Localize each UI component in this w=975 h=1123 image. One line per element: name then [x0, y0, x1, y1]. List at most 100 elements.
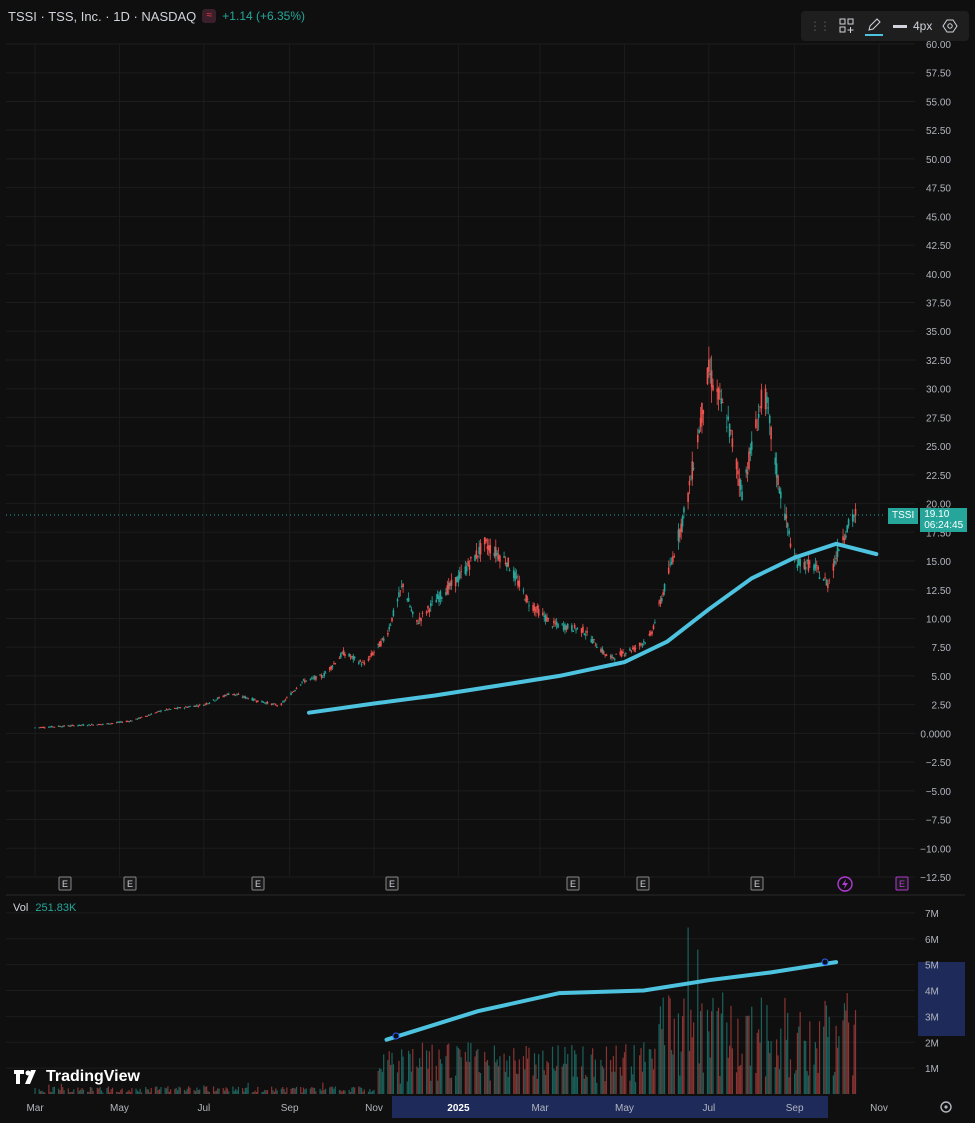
candle-body: [410, 609, 413, 612]
tradingview-logo[interactable]: TradingView: [14, 1068, 140, 1086]
candle-body: [382, 638, 385, 641]
candle-body: [294, 690, 296, 692]
settings-icon[interactable]: [942, 18, 958, 34]
volume-bar: [88, 1091, 90, 1094]
candle-body: [779, 491, 782, 499]
symbol-line[interactable]: TSSI · TSS, Inc. · 1D · NASDAQ: [8, 8, 197, 24]
volume-bar: [479, 1072, 482, 1094]
volume-bar: [658, 1024, 660, 1094]
price-tick-label: 20.00: [926, 500, 951, 511]
candle-body: [488, 545, 490, 551]
volume-bar: [194, 1091, 197, 1094]
volume-bar: [325, 1088, 327, 1094]
market-status-icon[interactable]: ≈: [202, 9, 217, 23]
line-width-icon[interactable]: 4px: [893, 19, 932, 33]
candle-body: [100, 724, 103, 726]
volume-bar: [590, 1054, 592, 1094]
candle-body: [179, 707, 182, 709]
volume-bar: [485, 1061, 487, 1094]
grip-icon[interactable]: ⋮⋮: [809, 19, 831, 33]
volume-bar: [478, 1072, 480, 1094]
volume-bar: [720, 1013, 722, 1094]
volume-bar: [176, 1090, 179, 1094]
volume-bar: [758, 1029, 760, 1094]
volume-bar: [110, 1089, 112, 1094]
candle-body: [813, 564, 815, 571]
candle-body: [226, 693, 229, 695]
candle-body: [575, 629, 577, 631]
layout-icon[interactable]: [839, 18, 855, 34]
candle-body: [88, 724, 90, 726]
volume-bar: [309, 1088, 311, 1094]
volume-bar: [241, 1088, 244, 1094]
candle-body: [330, 665, 332, 670]
volume-bar: [774, 1067, 776, 1094]
volume-bar: [246, 1087, 248, 1094]
candle-body: [305, 680, 308, 682]
volume-bar: [150, 1087, 152, 1094]
candle-body: [218, 697, 220, 698]
candle-body: [701, 402, 703, 423]
volume-bar: [128, 1090, 130, 1094]
candle-body: [456, 576, 458, 583]
volume-bar: [282, 1087, 284, 1094]
candle-body: [843, 538, 846, 540]
candle-body: [371, 652, 374, 656]
candle-body: [286, 697, 288, 699]
symbol-header[interactable]: TSSI · TSS, Inc. · 1D · NASDAQ ≈ +1.14 (…: [8, 6, 305, 26]
volume-bar: [575, 1054, 577, 1094]
volume-bar: [401, 1049, 403, 1094]
candle-body: [600, 649, 602, 652]
volume-bar: [751, 1006, 753, 1094]
candle-body: [111, 723, 114, 724]
candle-body: [543, 615, 546, 617]
candle-body: [804, 566, 807, 570]
earnings-marker-icon: [123, 876, 137, 891]
candle-body: [57, 725, 60, 727]
volume-bar: [271, 1086, 273, 1094]
candle-body: [53, 726, 56, 728]
candle-body: [290, 692, 292, 696]
candle-body: [721, 402, 724, 404]
volume-bar: [294, 1088, 296, 1094]
candle-body: [670, 561, 673, 564]
candle-body: [583, 633, 586, 635]
candle-body: [438, 596, 440, 603]
candle-body: [690, 479, 692, 481]
volume-bar: [233, 1090, 235, 1094]
volume-bar: [787, 1013, 789, 1094]
pencil-icon[interactable]: [865, 17, 883, 36]
candle-body: [284, 699, 287, 701]
candle-body: [70, 725, 72, 727]
candle-body: [261, 700, 263, 703]
candle-body: [420, 618, 422, 622]
candle-body: [450, 579, 453, 586]
volume-bar: [504, 1071, 507, 1094]
volume-bar: [116, 1091, 118, 1094]
volume-bar: [121, 1088, 123, 1094]
candle-body: [683, 507, 685, 513]
candle-body: [328, 667, 331, 670]
candle-body: [580, 628, 583, 633]
candle-body: [266, 702, 269, 704]
candle-body: [662, 592, 664, 595]
candle-body: [427, 606, 429, 609]
candle-body: [48, 726, 50, 728]
volume-bar: [592, 1048, 594, 1094]
volume-bar: [527, 1058, 529, 1094]
candle-body: [573, 624, 576, 629]
price-axis: 60.00 57.50 55.00 52.50 50.00 47.50 45.00 42.50…: [920, 40, 951, 884]
candle-body: [417, 622, 420, 624]
volume-bar: [449, 1077, 451, 1094]
candle-body: [257, 700, 259, 702]
volume-bar: [363, 1089, 365, 1094]
volume-bar: [164, 1087, 166, 1094]
candle-body: [631, 647, 634, 649]
volume-legend[interactable]: Vol 251.83K: [13, 902, 76, 914]
volume-bar: [175, 1087, 177, 1094]
candle-body: [659, 599, 662, 605]
candle-body: [183, 707, 186, 709]
candle-body: [464, 566, 467, 575]
volume-bar: [435, 1065, 437, 1094]
